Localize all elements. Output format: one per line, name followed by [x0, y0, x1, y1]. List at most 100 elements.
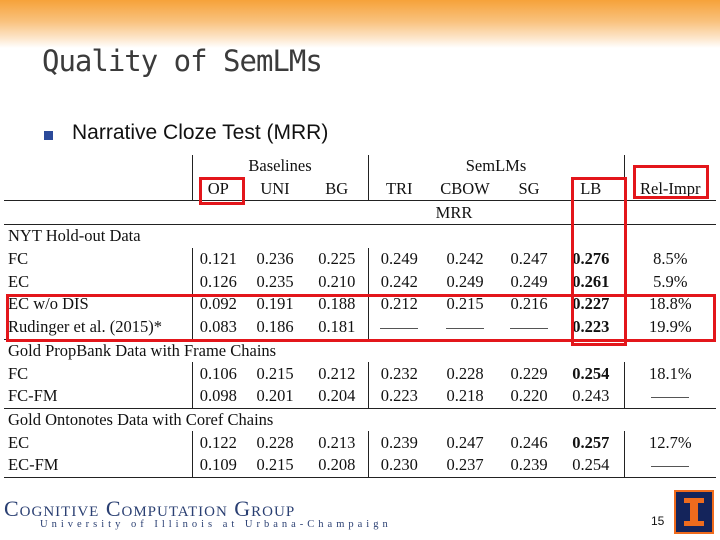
empty-cell-dash: [430, 316, 500, 339]
logo-sub-text: University of Illinois at Urbana-Champai…: [40, 519, 392, 530]
university-i-logo-icon: [674, 490, 714, 534]
row-name: EC w/o DIS: [8, 294, 89, 314]
cell: 0.227: [572, 294, 610, 314]
cell: 18.8%: [623, 293, 716, 316]
empty-cell-dash: [623, 453, 716, 478]
cell: 0.247: [510, 249, 548, 269]
cell: 0.181: [318, 317, 356, 337]
cell: 0.223: [367, 384, 430, 409]
col-header: LB: [558, 177, 624, 202]
cell: 0.230: [367, 453, 430, 478]
cell: 0.246: [510, 432, 548, 452]
cell: 0.188: [318, 294, 356, 314]
cell: 0.212: [318, 363, 356, 383]
row-name: FC: [8, 363, 29, 383]
cell: 0.257: [572, 432, 610, 452]
cell: 0.232: [367, 362, 430, 385]
logo-main-text: Cognitive Computation Group: [4, 496, 296, 521]
cell: 0.204: [318, 386, 356, 406]
cell: 0.126: [191, 270, 244, 294]
cell: 18.1%: [623, 362, 716, 385]
cell: 19.9%: [623, 315, 716, 339]
group-header-semlms: SemLMs: [367, 155, 624, 178]
cell: 0.223: [572, 317, 610, 337]
row-name: EC: [8, 271, 30, 291]
table-row: FC 0.106 0.215 0.212 0.232 0.228 0.229 0…: [4, 362, 716, 385]
section-title-row: Gold Ontonotes Data with Coref Chains: [4, 407, 716, 432]
cell: 0.239: [500, 453, 558, 478]
table-row: Rudinger et al. (2015)* 0.083 0.186 0.18…: [4, 315, 716, 339]
cell: 0.228: [446, 363, 484, 383]
section-title-row: Gold PropBank Data with Frame Chains: [4, 338, 716, 363]
cell: 0.083: [191, 315, 244, 339]
section-title: NYT Hold-out Data: [8, 226, 141, 246]
header-gradient-band: [0, 0, 720, 48]
cell: 0.225: [318, 249, 356, 269]
cell: 0.220: [510, 386, 548, 406]
row-name: FC: [8, 249, 29, 269]
empty-cell-dash: [500, 316, 558, 339]
cognitive-computation-group-logo: Cognitive Computation Group University o…: [4, 496, 392, 530]
results-table: Baselines SemLMs OP UNI BG TRI CBOW SG L…: [4, 155, 716, 478]
cell: 0.208: [306, 453, 368, 478]
cell: 0.213: [318, 432, 356, 452]
cell: 8.5%: [623, 247, 716, 271]
cell: 0.218: [446, 386, 484, 406]
table-row: EC 0.126 0.235 0.210 0.242 0.249 0.249 0…: [4, 270, 716, 294]
cell: 0.215: [446, 294, 484, 314]
cell: 0.212: [367, 293, 430, 316]
table-row: EC-FM 0.109 0.215 0.208 0.230 0.237 0.23…: [4, 453, 716, 478]
cell: 12.7%: [623, 431, 716, 454]
cell: 0.247: [446, 432, 484, 452]
cell: 0.210: [318, 271, 356, 291]
cell: 0.242: [367, 270, 430, 294]
cell: 5.9%: [623, 270, 716, 294]
section-title: Gold PropBank Data with Frame Chains: [4, 338, 716, 363]
cell: 0.254: [572, 363, 610, 383]
cell: 0.276: [572, 249, 610, 269]
col-header: SG: [500, 177, 558, 202]
col-header: OP: [191, 177, 244, 202]
group-header-baselines: Baselines: [191, 155, 368, 178]
cell: 0.092: [191, 293, 244, 316]
cell: 0.191: [256, 294, 294, 314]
section-title: Gold Ontonotes Data with Coref Chains: [4, 407, 716, 432]
cell: 0.236: [256, 249, 294, 269]
cell: 0.201: [256, 386, 294, 406]
cell: 0.186: [256, 317, 294, 337]
col-header: UNI: [244, 177, 306, 202]
metric-row: MRR: [4, 200, 716, 226]
row-name: Rudinger et al. (2015)*: [8, 317, 162, 337]
cell: 0.249: [510, 271, 548, 291]
empty-cell-dash: [367, 315, 430, 339]
col-header: TRI: [367, 177, 430, 202]
cell: 0.098: [191, 384, 244, 409]
col-header: Rel-Impr: [623, 177, 716, 202]
group-header-row: Baselines SemLMs: [4, 155, 716, 178]
slide-title: Quality of SemLMs: [42, 44, 323, 78]
section-title-row: NYT Hold-out Data: [4, 225, 716, 248]
col-header: CBOW: [430, 177, 500, 202]
table-row: FC 0.121 0.236 0.225 0.249 0.242 0.247 0…: [4, 247, 716, 271]
cell: 0.106: [191, 362, 244, 385]
cell: 0.216: [510, 294, 548, 314]
cell: 0.254: [558, 453, 624, 478]
cell: 0.228: [256, 432, 294, 452]
table-row: FC-FM 0.098 0.201 0.204 0.223 0.218 0.22…: [4, 384, 716, 409]
cell: 0.121: [191, 247, 244, 271]
cell: 0.215: [244, 453, 306, 478]
cell: 0.243: [572, 386, 610, 406]
empty-cell-dash: [623, 384, 716, 409]
bullet-square-icon: [44, 131, 53, 140]
cell: 0.237: [430, 453, 500, 478]
metric-label: MRR: [192, 200, 716, 226]
cell: 0.249: [367, 247, 430, 271]
row-name: EC: [8, 432, 30, 452]
column-header-row: OP UNI BG TRI CBOW SG LB Rel-Impr: [4, 177, 716, 202]
table-row: EC 0.122 0.228 0.213 0.239 0.247 0.246 0…: [4, 431, 716, 454]
cell: 0.242: [446, 249, 484, 269]
col-header: BG: [306, 177, 368, 202]
cell: 0.122: [191, 431, 244, 454]
cell: 0.239: [367, 431, 430, 454]
row-name: EC-FM: [4, 453, 192, 478]
